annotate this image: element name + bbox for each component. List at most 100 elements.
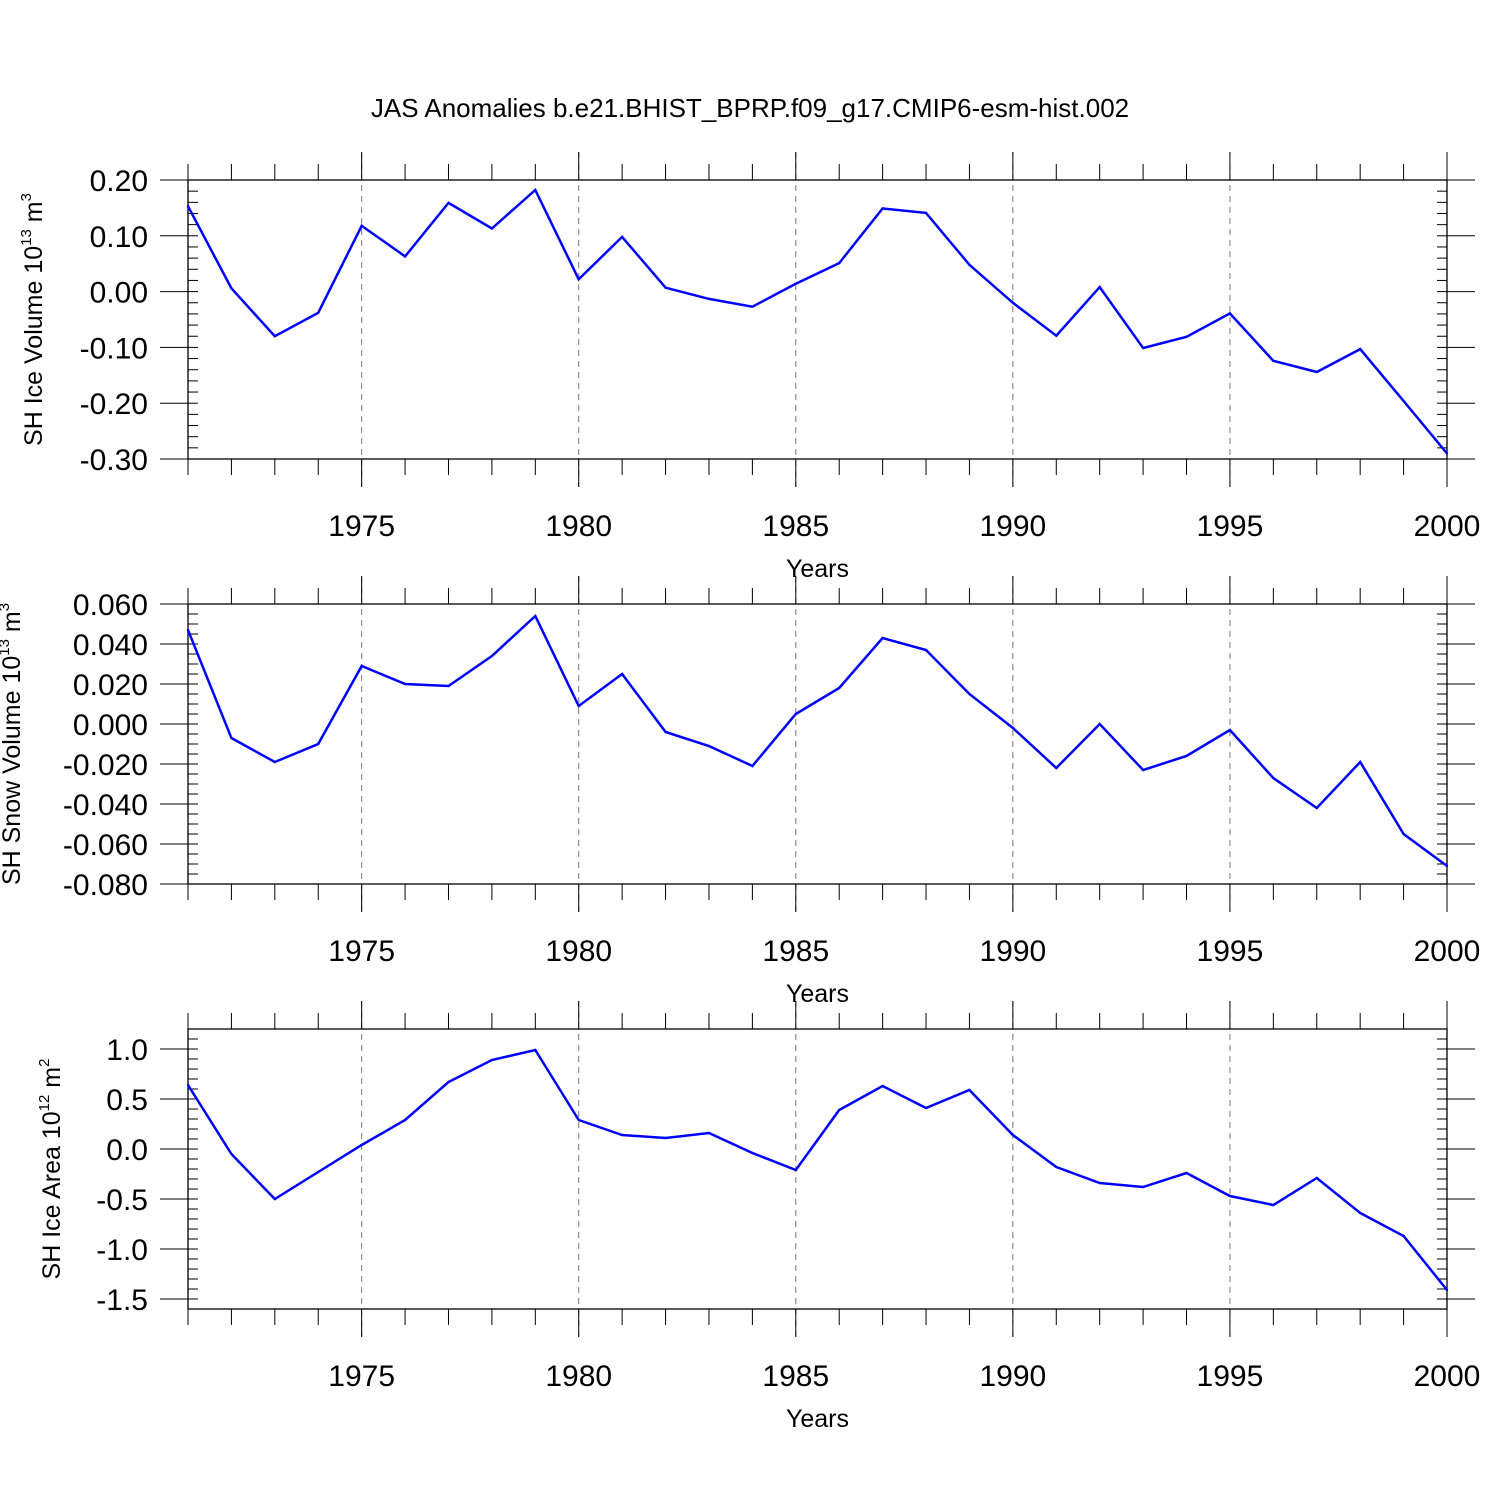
data-point <box>186 628 190 632</box>
y-tick-label: 0.040 <box>73 629 148 662</box>
panel-1: -0.30 -0.20 -0.10 0.00 0.10 0.20 1975 1980 1985 1… <box>18 152 1480 583</box>
data-point <box>230 287 233 290</box>
data-point <box>968 1088 971 1092</box>
x-axis-label: Years <box>786 1405 849 1433</box>
x-tick-label: 2000 <box>1414 935 1481 968</box>
data-point <box>490 654 494 658</box>
y-tick-label: 1.0 <box>106 1034 148 1067</box>
data-point <box>1358 760 1362 764</box>
x-tick-label: 1990 <box>979 1360 1046 1393</box>
data-point <box>403 682 407 686</box>
data-point <box>230 736 233 740</box>
data-point <box>1141 346 1145 350</box>
x-tick-label: 2000 <box>1414 1360 1481 1393</box>
data-point <box>1315 1176 1318 1180</box>
y-tick-label: 0.020 <box>73 669 148 702</box>
data-point <box>968 692 971 696</box>
x-tick-label: 1975 <box>328 510 395 543</box>
data-point <box>1141 1185 1145 1189</box>
data-point <box>1358 1211 1362 1215</box>
y-tick-label: 0.060 <box>73 589 148 622</box>
figure-title: JAS Anomalies b.e21.BHIST_BPRP.f09_g17.C… <box>371 93 1129 123</box>
data-point <box>924 648 928 652</box>
data-point <box>360 1143 363 1147</box>
data-point <box>1055 766 1058 770</box>
data-point <box>1272 776 1275 780</box>
x-tick-label: 1990 <box>979 935 1046 968</box>
data-point <box>1402 1234 1405 1238</box>
y-tick-label: -0.080 <box>63 869 148 902</box>
y-tick-label: -0.20 <box>80 388 148 421</box>
series-line <box>186 613 1448 868</box>
data-point <box>1228 728 1232 732</box>
data-point <box>838 1108 841 1112</box>
y-tick-label: -0.10 <box>80 332 148 365</box>
data-point <box>360 224 363 227</box>
x-axis-label: Years <box>786 980 849 1008</box>
plot-frame <box>187 179 1448 460</box>
data-point <box>1272 359 1275 362</box>
data-point <box>273 1197 277 1201</box>
data-point <box>838 686 841 690</box>
x-tick-label: 1980 <box>545 510 612 543</box>
panels: -0.30 -0.20 -0.10 0.00 0.10 0.20 1975 1980 1985 1… <box>0 152 1480 1433</box>
data-point <box>1445 452 1449 455</box>
data-point <box>577 278 580 281</box>
data-point <box>794 1168 797 1172</box>
y-tick-label: -0.5 <box>96 1184 148 1217</box>
data-point <box>620 235 624 239</box>
y-axis-label: SH Ice Area 1012 m2 <box>36 1059 66 1280</box>
x-tick-label: 1990 <box>979 510 1046 543</box>
data-point <box>1185 335 1188 338</box>
data-point <box>1272 1203 1275 1207</box>
data-point <box>1402 399 1405 403</box>
data-point <box>1315 370 1318 374</box>
data-point <box>707 1131 711 1135</box>
data-point <box>1315 806 1318 810</box>
data-point <box>577 1118 580 1122</box>
data-point <box>794 712 797 716</box>
data-point <box>1098 722 1101 726</box>
y-tick-label: 0.000 <box>73 709 148 742</box>
x-tick-label: 1995 <box>1197 1360 1264 1393</box>
data-point <box>881 1084 884 1088</box>
x-tick-label: 2000 <box>1414 510 1481 543</box>
data-point <box>360 664 363 668</box>
x-tick-label: 1975 <box>328 935 395 968</box>
y-tick-label: -1.5 <box>96 1284 148 1317</box>
data-point <box>1055 1165 1058 1169</box>
data-point <box>1011 301 1015 304</box>
data-point <box>620 1133 624 1137</box>
y-tick-label: -0.040 <box>63 789 148 822</box>
data-point <box>1098 1181 1101 1185</box>
panel-3: -1.5 -1.0 -0.5 0.0 0.5 1.0 1975 1980 1985 1990 199… <box>36 1001 1480 1433</box>
data-point <box>664 286 667 289</box>
y-axis-label: SH Snow Volume 1013 m3 <box>0 603 26 885</box>
data-point <box>273 760 277 764</box>
data-point <box>317 742 320 746</box>
data-point <box>707 744 711 748</box>
data-point <box>620 672 624 676</box>
x-tick-label: 1995 <box>1197 935 1264 968</box>
data-point <box>838 261 841 265</box>
data-point <box>924 211 928 215</box>
data-point <box>230 1152 233 1156</box>
data-point <box>1185 754 1188 758</box>
data-point <box>186 205 190 208</box>
data-point <box>1402 832 1405 836</box>
data-point <box>534 188 537 192</box>
x-tick-label: 1975 <box>328 1360 395 1393</box>
data-point <box>490 1058 494 1062</box>
y-tick-label: -0.020 <box>63 749 148 782</box>
data-point <box>403 1118 407 1122</box>
data-point <box>1141 768 1145 772</box>
data-point <box>751 1151 754 1155</box>
data-point <box>1011 1133 1015 1137</box>
y-axis-label: SH Ice Volume 1013 m3 <box>18 193 48 446</box>
data-point <box>1185 1171 1188 1175</box>
data-point <box>751 764 754 768</box>
x-tick-label: 1995 <box>1197 510 1264 543</box>
y-tick-label: -1.0 <box>96 1234 148 1267</box>
